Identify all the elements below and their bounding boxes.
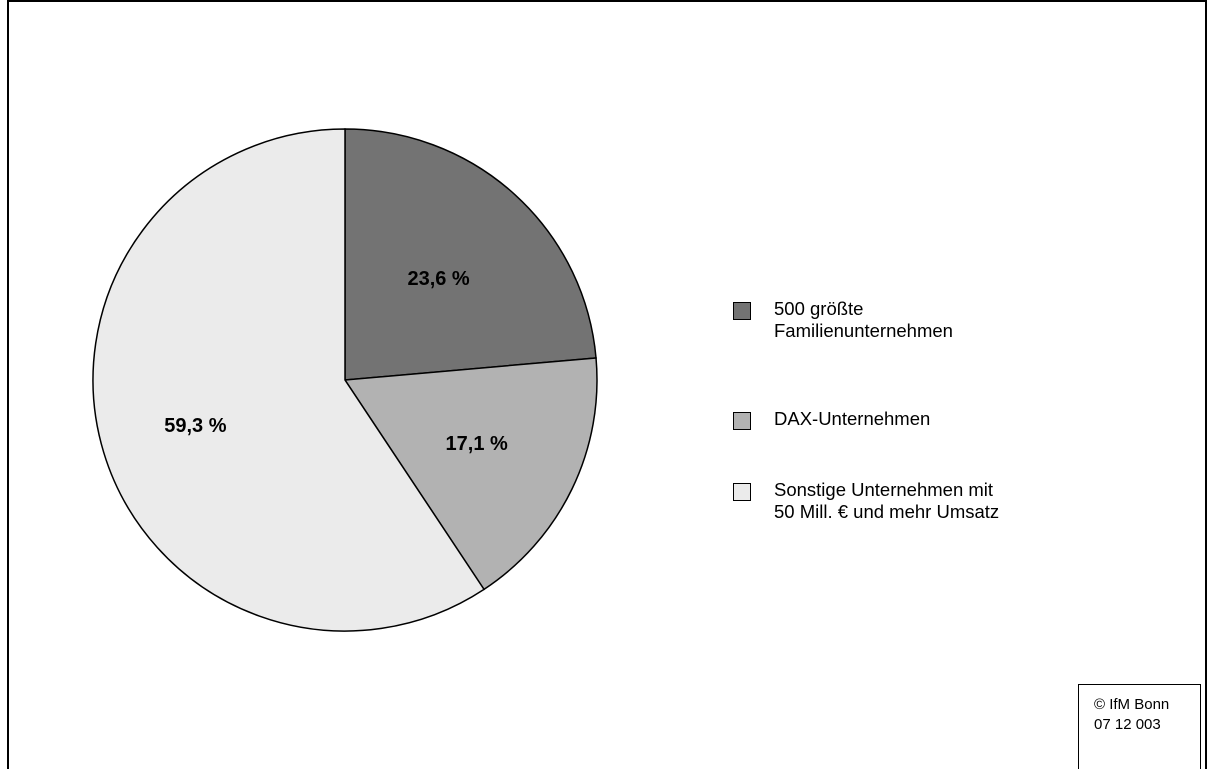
pie-slice-sonstige bbox=[92, 128, 486, 632]
pie-slice-familienunternehmen bbox=[344, 128, 597, 381]
legend-item-familienunternehmen: 500 größte Familienunternehmen bbox=[733, 298, 1093, 342]
pie-label-sonstige: 59,3 % bbox=[164, 415, 226, 437]
legend-label-dax: DAX-Unternehmen bbox=[774, 408, 931, 429]
pie-label-familienunternehmen: 23,6 % bbox=[407, 268, 469, 290]
legend-item-sonstige: Sonstige Unternehmen mit 50 Mill. € und … bbox=[733, 479, 1093, 523]
pie-slice-dax bbox=[343, 357, 598, 591]
legend-swatch-familienunternehmen bbox=[733, 302, 751, 320]
legend-item-dax: DAX-Unternehmen bbox=[733, 408, 1093, 430]
legend-label-sonstige: Sonstige Unternehmen mit 50 Mill. € und … bbox=[774, 479, 1000, 522]
legend-swatch-dax bbox=[733, 412, 751, 430]
pie-label-dax: 17,1 % bbox=[446, 433, 508, 455]
copyright-box: © IfM Bonn 07 12 003 bbox=[1078, 684, 1201, 769]
chart-frame bbox=[7, 0, 1207, 769]
legend-swatch-sonstige bbox=[733, 483, 751, 501]
legend-label-familienunternehmen: 500 größte Familienunternehmen bbox=[774, 298, 953, 341]
